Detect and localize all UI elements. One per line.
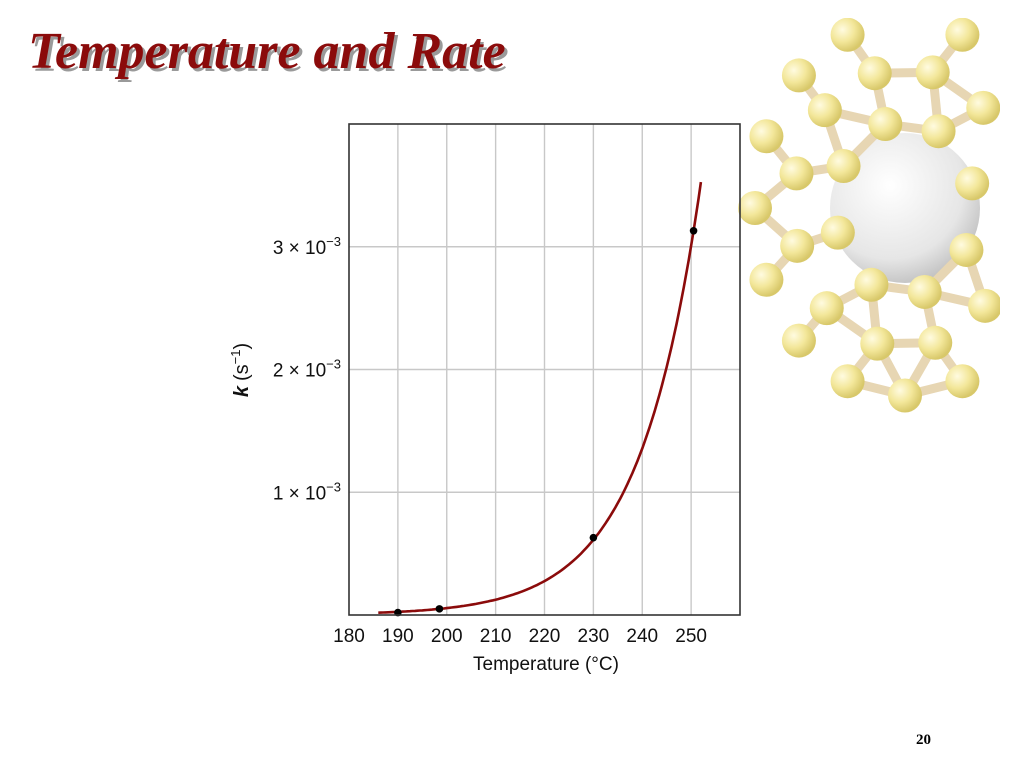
molecule-atom <box>860 326 895 361</box>
x-tick-label: 190 <box>382 626 414 647</box>
molecule-atom <box>830 364 865 399</box>
molecule-atom <box>779 156 814 191</box>
y-axis-variable: k <box>231 385 253 397</box>
grid-lines <box>349 124 740 615</box>
x-tick-label: 180 <box>333 626 365 647</box>
x-axis-label: Temperature (°C) <box>473 654 619 675</box>
molecule-atom <box>857 56 892 91</box>
y-tick-label: 1 × 10−3 <box>273 479 341 504</box>
molecule-atom <box>749 119 784 154</box>
x-tick-label: 220 <box>529 626 561 647</box>
x-tick-label: 210 <box>480 626 512 647</box>
x-tick-label: 240 <box>626 626 658 647</box>
fullerene-molecule-image <box>738 18 1000 413</box>
fit-curve <box>378 181 703 614</box>
y-tick-label: 2 × 10−3 <box>273 357 341 382</box>
molecule-atom <box>868 107 903 142</box>
molecule-atom <box>945 18 980 52</box>
data-point <box>689 226 698 235</box>
data-point <box>589 533 598 542</box>
molecule-atom <box>749 262 784 297</box>
molecule-atom <box>809 291 844 326</box>
molecule-atom <box>921 114 956 149</box>
data-point <box>435 605 444 613</box>
molecule-atom <box>854 267 889 302</box>
molecule-core-sphere <box>830 133 980 283</box>
x-tick-label: 200 <box>431 626 463 647</box>
rate-vs-temperature-chart: 180 190 200 210 220 230 240 250 1 × 10−3 2 × 10−… <box>228 123 741 675</box>
x-tick-label: 230 <box>578 626 610 647</box>
slide-title: Temperature and Rate <box>28 23 506 80</box>
fit-curve-layer <box>378 181 703 614</box>
molecule-atom <box>888 378 922 413</box>
molecule-atom <box>738 191 772 225</box>
y-axis-unit: (s <box>231 364 253 381</box>
molecule-atom <box>915 55 950 90</box>
plot-frame <box>348 123 741 616</box>
molecule-atom <box>949 232 984 267</box>
molecule-atom <box>781 323 816 358</box>
molecule-atom <box>781 58 816 93</box>
x-tick-label: 250 <box>675 626 707 647</box>
y-axis-unit-close: ) <box>231 343 253 350</box>
molecule-atom <box>826 149 861 184</box>
molecule-atom <box>955 166 990 201</box>
molecule-atoms <box>738 18 1000 413</box>
x-tick-labels: 180 190 200 210 220 230 240 250 <box>333 626 707 647</box>
y-tick-labels: 1 × 10−3 2 × 10−3 3 × 10−3 <box>273 234 341 505</box>
y-tick-label: 3 × 10−3 <box>273 234 341 259</box>
molecule-atom <box>820 215 855 250</box>
y-axis-unit-exponent: −1 <box>228 350 243 365</box>
molecule-atom <box>968 288 1000 323</box>
molecule-atom <box>907 274 942 309</box>
molecule-atom <box>807 93 842 128</box>
slide-number: 20 <box>916 732 931 748</box>
molecule-atom <box>780 228 815 263</box>
molecule-atom <box>830 18 865 52</box>
molecule-atom <box>966 90 1000 125</box>
molecule-atom <box>945 364 980 399</box>
molecule-atom <box>918 325 953 360</box>
y-axis-label: k (s−1) <box>228 343 253 397</box>
